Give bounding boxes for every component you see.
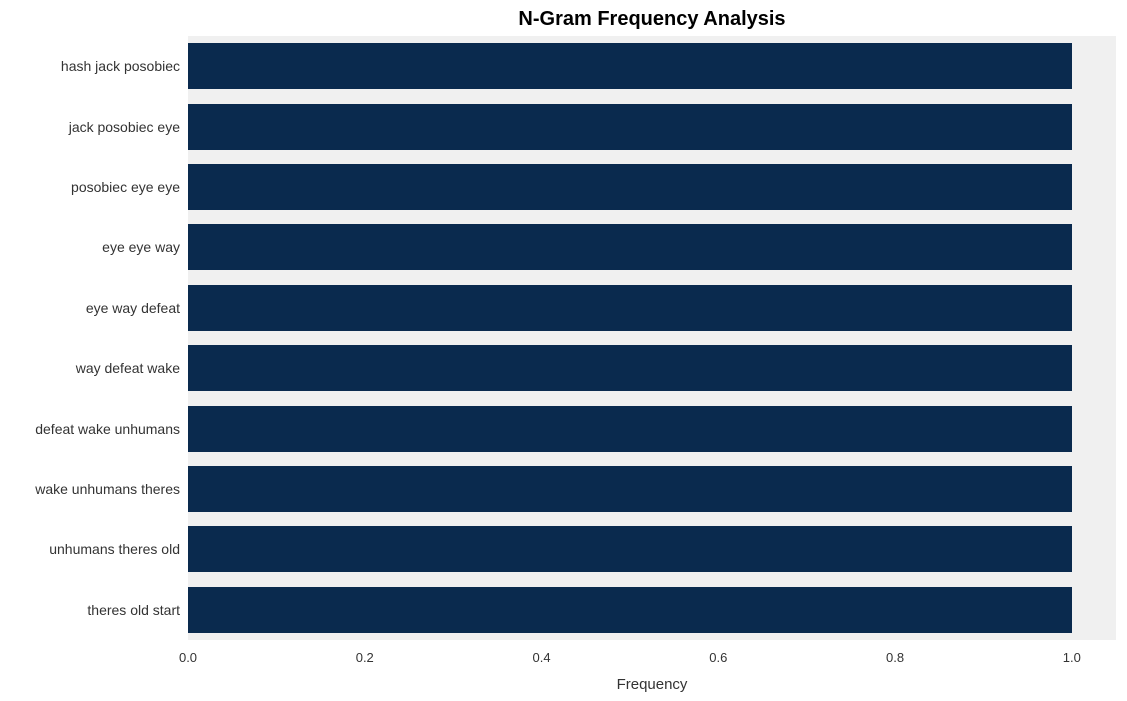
x-tick-label: 0.2 — [356, 640, 374, 665]
bar — [188, 164, 1072, 210]
y-tick-label: eye way defeat — [86, 300, 188, 316]
x-tick-label: 1.0 — [1063, 640, 1081, 665]
bar — [188, 285, 1072, 331]
y-tick-label: unhumans theres old — [49, 541, 188, 557]
y-tick-label: hash jack posobiec — [61, 58, 188, 74]
y-tick-label: posobiec eye eye — [71, 179, 188, 195]
bar — [188, 466, 1072, 512]
x-tick-label: 0.0 — [179, 640, 197, 665]
bar — [188, 43, 1072, 89]
x-tick-label: 0.6 — [709, 640, 727, 665]
y-tick-label: theres old start — [87, 602, 188, 618]
plot-area: 0.00.20.40.60.81.0hash jack posobiecjack… — [188, 36, 1116, 640]
bar — [188, 345, 1072, 391]
chart-title: N-Gram Frequency Analysis — [188, 8, 1116, 31]
y-tick-label: wake unhumans theres — [35, 481, 188, 497]
y-tick-label: eye eye way — [102, 239, 188, 255]
x-axis-title: Frequency — [188, 676, 1116, 693]
bar — [188, 406, 1072, 452]
y-tick-label: defeat wake unhumans — [35, 421, 188, 437]
y-tick-label: way defeat wake — [76, 360, 188, 376]
y-tick-label: jack posobiec eye — [69, 119, 188, 135]
bar — [188, 104, 1072, 150]
bar — [188, 587, 1072, 633]
bar — [188, 526, 1072, 572]
chart-container: N-Gram Frequency Analysis 0.00.20.40.60.… — [0, 0, 1127, 701]
bar — [188, 224, 1072, 270]
x-tick-label: 0.8 — [886, 640, 904, 665]
x-tick-label: 0.4 — [532, 640, 550, 665]
